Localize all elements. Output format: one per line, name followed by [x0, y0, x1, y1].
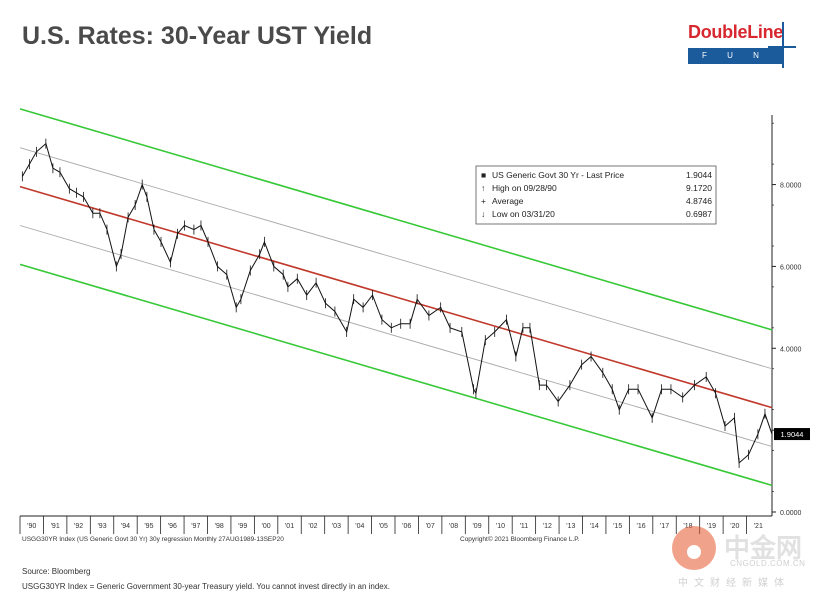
x-tick-label: '99 [238, 523, 247, 530]
legend-symbol: ↓ [481, 209, 485, 219]
watermark-cn: 中金网 [724, 533, 803, 563]
x-tick-label: '05 [379, 523, 388, 530]
y-tick-label: 8.0000 [780, 183, 802, 190]
x-tick-label: '00 [262, 523, 271, 530]
watermark-sub: 中文财经新媒体 [678, 578, 790, 589]
logo-wordmark: DoubleLine [688, 22, 783, 42]
x-axis: '90 '91 '92 '93 '94 '95 '96 '97 '98 '99 '00 '01 '02 '… [19, 516, 763, 534]
legend-symbol: ■ [481, 170, 486, 180]
x-tick-label: '97 [191, 523, 200, 530]
logo-cross-vertical [782, 22, 784, 68]
x-tick-label: '95 [144, 523, 153, 530]
last-price-tag: 1.9044 [774, 428, 810, 441]
upper-outer-band [19, 108, 773, 331]
logo-funds-bar: F U N D S [688, 48, 784, 76]
legend-label: Low on 03/31/20 [492, 209, 555, 219]
x-tick-label: '19 [707, 523, 716, 530]
last-price-label: 1.9044 [781, 430, 804, 439]
regression-line [19, 185, 773, 409]
index-footnote: USGG30YR Index = Generic Government 30-y… [22, 582, 390, 591]
price-series [21, 138, 773, 468]
x-tick-label: '20 [730, 523, 739, 530]
x-tick-label: '03 [332, 523, 341, 530]
y-tick-label: 4.0000 [780, 346, 802, 353]
legend-value: 9.1720 [686, 183, 712, 193]
doubleline-logo: DoubleLine F U N D S [684, 20, 796, 76]
x-tick-label: '01 [285, 523, 294, 530]
x-tick-label: '10 [496, 523, 505, 530]
x-tick-label: '91 [51, 523, 60, 530]
legend-box: ■ US Generic Govt 30 Yr - Last Price 1.904… [475, 165, 717, 225]
y-tick-label: 6.0000 [780, 264, 802, 271]
regression-channel [19, 108, 773, 487]
legend-label: US Generic Govt 30 Yr - Last Price [492, 170, 624, 180]
legend-value: 0.6987 [686, 209, 712, 219]
x-tick-label: '94 [121, 523, 130, 530]
legend-symbol: ↑ [481, 183, 485, 193]
x-tick-label: '06 [402, 523, 411, 530]
x-tick-label: '08 [449, 523, 458, 530]
x-tick-label: '15 [613, 523, 622, 530]
x-tick-label: '04 [355, 523, 364, 530]
y-tick-label: 0.0000 [780, 510, 802, 517]
chart-copyright: Copyright© 2021 Bloomberg Finance L.P. [460, 535, 580, 543]
legend-value: 1.9044 [686, 170, 712, 180]
x-tick-label: '96 [168, 523, 177, 530]
x-tick-label: '21 [754, 523, 763, 530]
last-price-box [774, 428, 810, 441]
x-tick-label: '09 [472, 523, 481, 530]
source-note: Source: Bloomberg [22, 567, 91, 576]
x-tick-label: '11 [520, 523, 529, 530]
x-tick-label: '02 [308, 523, 317, 530]
legend-symbol: + [481, 196, 486, 206]
watermark: 中金网 CNGOLD.COM.CN 中文财经新媒体 [672, 522, 822, 589]
watermark-logo-icon [672, 526, 716, 570]
x-tick-label: '17 [660, 523, 669, 530]
legend-value: 4.8746 [686, 196, 712, 206]
legend-label: Average [492, 196, 524, 206]
logo-cross-horizontal [768, 46, 796, 48]
lower-inner-band [19, 225, 773, 447]
x-tick-label: '13 [566, 523, 575, 530]
x-tick-label: '14 [590, 523, 599, 530]
x-tick-label: '93 [97, 523, 106, 530]
x-tick-label: '90 [27, 523, 36, 530]
plot-frame [20, 115, 773, 517]
x-tick-label: '16 [637, 523, 646, 530]
x-tick-label: '98 [215, 523, 224, 530]
legend-frame [475, 165, 717, 225]
upper-inner-band [19, 147, 773, 370]
chart-subtitle-left: USGG30YR Index (US Generic Govt 30 Yr) 3… [22, 536, 284, 543]
x-tick-label: '12 [543, 523, 552, 530]
x-tick-label: '92 [74, 523, 83, 530]
lower-outer-band [19, 263, 773, 487]
legend-label: High on 09/28/90 [492, 183, 557, 193]
watermark-en: CNGOLD.COM.CN [730, 559, 806, 568]
page-title: U.S. Rates: 30-Year UST Yield [22, 22, 373, 50]
x-tick-label: '07 [426, 523, 435, 530]
